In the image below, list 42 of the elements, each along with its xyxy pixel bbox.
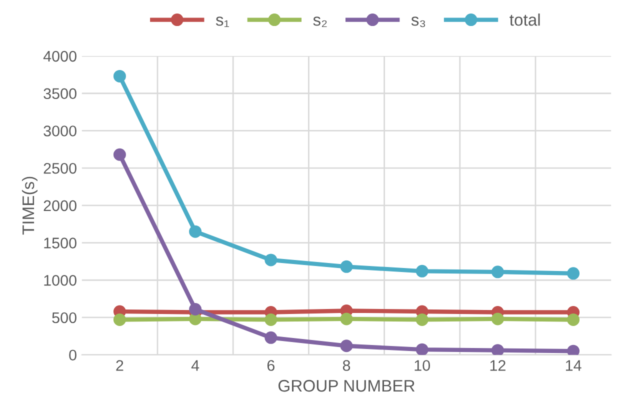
point [189,225,202,238]
x-tick-label: 14 [566,360,582,371]
y-tick-label: 3000 [44,126,76,136]
legend-label: s₁ [216,16,230,28]
x-tick-label: 2 [116,360,124,371]
point [340,312,353,326]
point [264,313,278,326]
y-tick-label: 1000 [44,274,76,286]
legend-label: s₃ [411,16,426,28]
x-tick-label: 4 [191,360,200,371]
x-tick-label: 8 [342,360,350,371]
y-tick-label: 500 [52,312,76,324]
point [340,260,353,273]
y-tick-label: 0 [69,350,76,361]
y-tick-label: 1500 [44,238,76,248]
x-tick-label: 6 [267,360,274,371]
point [491,266,504,278]
point [491,344,504,355]
point [113,70,126,82]
point [416,264,428,278]
point [416,343,428,355]
point [567,267,580,280]
point [113,313,126,326]
point [264,331,278,344]
point [264,254,278,266]
point [567,344,580,355]
y-tick-label: 4000 [43,50,76,62]
point [567,313,580,326]
legend-label: total [510,14,540,26]
x-tick-label: 12 [490,360,506,371]
legend-label: s₂ [313,16,327,28]
y-tick-label: 2500 [44,162,76,174]
x-axis-title: GROUP NUMBER [278,380,415,392]
point [491,312,504,326]
y-tick-label: 3500 [44,88,76,100]
x-tick-label: 10 [414,360,430,371]
y-tick-label: 2000 [44,200,76,212]
y-axis-title: TIME(s) [22,176,38,235]
point [416,313,428,326]
point [189,303,202,316]
point [340,340,353,352]
point [113,148,126,161]
